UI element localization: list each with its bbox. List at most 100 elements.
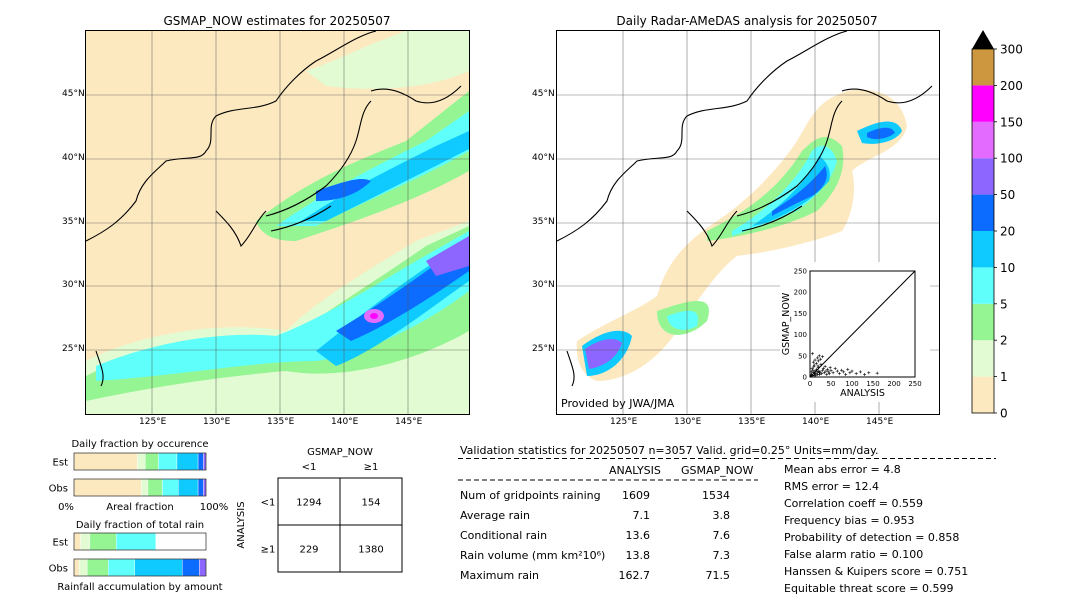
score-correlation: Correlation coeff = 0.559 xyxy=(784,497,923,510)
scatter-point xyxy=(823,364,827,368)
scatter-y-tick: 0 xyxy=(803,374,807,382)
fraction-bar-segment xyxy=(73,558,80,577)
fraction-bar-segment xyxy=(87,558,109,577)
fraction-bar-category: Est xyxy=(53,458,69,469)
validation-header: Validation statistics for 20250507 n=305… xyxy=(460,444,879,457)
colorbar-tick-label: 20 xyxy=(1000,225,1015,239)
scatter-point xyxy=(816,364,820,368)
scatter-point xyxy=(824,369,828,373)
stat-label: Average rain xyxy=(460,509,530,522)
contingency-cell-value: 229 xyxy=(299,545,318,556)
stat-label: Rain volume (mm km²10⁶) xyxy=(460,549,606,562)
scatter-diagonal xyxy=(809,270,916,378)
fraction-bar-segment xyxy=(158,452,178,471)
scatter-point xyxy=(812,363,816,367)
scatter-point xyxy=(817,369,821,373)
contingency-cell-value: 1294 xyxy=(296,498,321,509)
stat-gsmap: 7.6 xyxy=(712,529,731,542)
contingency-col-label: ≥1 xyxy=(364,462,379,473)
colorbar-segment xyxy=(972,85,994,122)
scatter-point xyxy=(816,356,820,360)
left-lat-label-45: 45°N xyxy=(62,89,85,99)
scatter-point xyxy=(816,366,820,370)
scatter-y-tick: 100 xyxy=(794,331,807,339)
scatter-point xyxy=(813,358,817,362)
fraction-bar-segment xyxy=(203,452,207,471)
scatter-point xyxy=(827,372,831,376)
colorbar-tick-label: 5 xyxy=(1000,297,1008,311)
scatter-point xyxy=(831,371,835,375)
scatter-point xyxy=(858,370,862,374)
scatter-x-label: ANALYSIS xyxy=(840,388,885,399)
contingency-title: GSMAP_NOW xyxy=(307,447,373,458)
score-mae: Mean abs error = 4.8 xyxy=(784,463,901,476)
scatter-point xyxy=(840,368,843,372)
colorbar-segment xyxy=(972,376,994,413)
fraction-bar-segment xyxy=(108,558,135,577)
fraction-bar-segment xyxy=(199,558,207,577)
colorbar-segment xyxy=(972,194,994,231)
stat-label: Conditional rain xyxy=(460,529,548,542)
scatter-point xyxy=(844,372,848,376)
stat-gsmap: 71.5 xyxy=(705,569,731,582)
scatter-point xyxy=(809,374,813,378)
scatter-point xyxy=(848,371,852,375)
contingency-cell xyxy=(339,524,403,573)
contingency-row-axis-label: ANALYSIS xyxy=(236,501,247,548)
fraction-charts: Daily fraction by occurence Est Obs 0% Areal… xyxy=(40,435,240,605)
scatter-point xyxy=(813,373,817,377)
fraction-bar-segment xyxy=(73,478,142,497)
fraction-bar-frame xyxy=(73,532,207,551)
scatter-point xyxy=(811,360,815,364)
scatter-point xyxy=(812,365,816,369)
scatter-y-tick: 250 xyxy=(794,268,807,276)
contingency-cell xyxy=(339,477,403,526)
stat-label: Maximum rain xyxy=(460,569,539,582)
right-map-coastline xyxy=(557,31,933,387)
right-lat-label-30: 30°N xyxy=(532,280,555,290)
scatter-plot: 0 50 100 150 200 250 0 50 100 150 200 250 ANALYSIS GS… xyxy=(781,268,922,400)
scatter-point xyxy=(821,367,825,371)
left-lon-label-135: 135°E xyxy=(267,417,295,427)
scatter-point xyxy=(850,369,854,373)
col-header-analysis: ANALYSIS xyxy=(609,464,661,477)
colorbar-tick-label: 0 xyxy=(1000,407,1008,421)
scatter-x-tick: 150 xyxy=(866,380,879,388)
scatter-x-tick: 50 xyxy=(827,380,836,388)
colorbar-tick-label: 10 xyxy=(1000,261,1015,275)
colorbar-tick-label: 200 xyxy=(1000,79,1023,93)
contingency-table: GSMAP_NOW <1 ≥1 <1 ≥1 ANALYSIS 1294 154 229 1380 xyxy=(232,442,407,582)
right-lat-label-35: 35°N xyxy=(532,217,555,227)
scatter-point xyxy=(833,367,837,371)
left-lon-label-130: 130°E xyxy=(203,417,231,427)
left-lat-label-40: 40°N xyxy=(62,153,85,163)
scatter-y-tick: 200 xyxy=(794,289,807,297)
stat-label: Num of gridpoints raining xyxy=(460,489,601,502)
score-far: False alarm ratio = 0.100 xyxy=(784,548,924,561)
colorbar-segment xyxy=(972,267,994,304)
scatter-point xyxy=(814,361,818,365)
right-lon-label-135: 135°E xyxy=(738,417,766,427)
fraction-bar-segment xyxy=(176,452,199,471)
right-lat-label-25: 25°N xyxy=(532,344,555,354)
scatter-point xyxy=(875,371,879,375)
occurrence-tick-0: 0% xyxy=(58,502,74,513)
right-lat-label-45: 45°N xyxy=(532,89,555,99)
scatter-point xyxy=(811,352,815,356)
fraction-bar-segment xyxy=(73,452,138,471)
contingency-cell-value: 1380 xyxy=(358,545,383,556)
fraction-bar-segment xyxy=(89,532,117,551)
scatter-x-tick: 100 xyxy=(845,380,858,388)
scatter-point xyxy=(816,359,820,363)
scatter-x-tick: 0 xyxy=(808,380,812,388)
occurrence-tick-100: 100% xyxy=(200,502,229,513)
scatter-point xyxy=(826,370,830,374)
colorbar-segment xyxy=(972,231,994,268)
scatter-point xyxy=(863,372,867,376)
occurrence-title: Daily fraction by occurence xyxy=(71,439,208,450)
fraction-bar-segment xyxy=(80,532,91,551)
scatter-point xyxy=(842,370,846,374)
left-lon-label-125: 125°E xyxy=(139,417,167,427)
score-hk: Hanssen & Kuipers score = 0.751 xyxy=(784,565,969,578)
